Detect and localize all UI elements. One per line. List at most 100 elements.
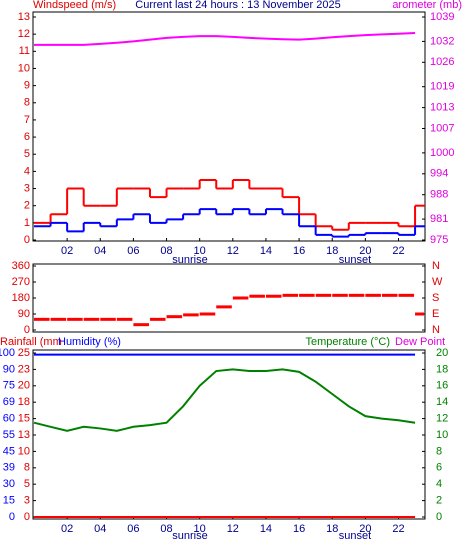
- y-tick-label: 12: [18, 28, 30, 40]
- direction-mark: [67, 317, 83, 321]
- y-tick-label: 1000: [430, 147, 454, 159]
- y-tick-label: 1019: [430, 81, 454, 93]
- humidity-axis-label: Humidity (%): [58, 336, 121, 348]
- x-tick-label: 04: [94, 523, 106, 535]
- y-tick-label: 5: [24, 478, 30, 490]
- y-tick-label: 1013: [430, 102, 454, 114]
- humidity-tick-label: 69: [3, 396, 15, 408]
- x-tick-label: 14: [260, 245, 272, 257]
- direction-mark: [332, 293, 348, 297]
- y-tick-label: 1026: [430, 56, 454, 68]
- y-tick-label: 988: [430, 189, 448, 201]
- y-tick-label: 4: [24, 165, 30, 177]
- direction-mark: [183, 313, 199, 317]
- y-tick-label: 6: [24, 131, 30, 143]
- sunset-label: sunset: [339, 530, 371, 542]
- y-tick-label: E: [432, 308, 439, 320]
- direction-mark: [83, 317, 100, 321]
- y-tick-label: 20: [18, 380, 30, 392]
- y-tick-label: 23: [18, 363, 30, 375]
- wind-axis-label: Windspeed (m/s): [33, 0, 116, 11]
- direction-mark: [381, 293, 398, 297]
- temperature-axis-label: Temperature (°C): [306, 336, 390, 348]
- x-tick-label: 12: [227, 523, 239, 535]
- y-tick-label: 90: [18, 308, 30, 320]
- sunset-label: sunset: [339, 254, 371, 266]
- direction-mark: [116, 317, 133, 321]
- direction-mark: [133, 323, 149, 327]
- y-tick-label: 10: [18, 62, 30, 74]
- y-tick-label: 8: [24, 462, 30, 474]
- y-tick-label: 8: [436, 445, 442, 457]
- y-tick-label: W: [432, 276, 443, 288]
- sunrise-label: sunrise: [172, 254, 207, 266]
- y-tick-label: 994: [430, 168, 448, 180]
- humidity-tick-label: 55: [3, 429, 15, 441]
- humidity-tick-label: 0: [9, 511, 15, 523]
- y-tick-label: 25: [18, 347, 30, 359]
- y-tick-label: 13: [18, 429, 30, 441]
- y-tick-label: 270: [12, 276, 30, 288]
- y-tick-label: N: [432, 324, 440, 336]
- x-tick-label: 22: [392, 523, 404, 535]
- y-tick-label: 11: [19, 45, 30, 57]
- y-tick-label: S: [432, 292, 439, 304]
- direction-mark: [415, 312, 424, 316]
- x-tick-label: 20: [359, 245, 371, 257]
- y-tick-label: 2: [24, 200, 30, 212]
- x-tick-label: 08: [160, 245, 172, 257]
- y-tick-label: 5: [24, 148, 30, 160]
- y-tick-label: 4: [436, 478, 442, 490]
- dewpoint-axis-label: Dew Point: [395, 336, 445, 348]
- y-tick-label: 1007: [430, 122, 454, 134]
- y-tick-label: 9: [24, 80, 30, 92]
- y-tick-label: 15: [18, 413, 30, 425]
- y-tick-label: 16: [436, 380, 448, 392]
- x-tick-label: 08: [160, 523, 172, 535]
- humidity-tick-label: 75: [3, 380, 15, 392]
- humidity-tick-label: 15: [3, 495, 15, 507]
- y-tick-label: 20: [436, 347, 448, 359]
- y-tick-label: 975: [430, 234, 448, 246]
- x-tick-label: 12: [227, 245, 239, 257]
- x-tick-label: 10: [194, 245, 206, 257]
- x-tick-label: 02: [61, 523, 73, 535]
- y-tick-label: 8: [24, 97, 30, 109]
- x-tick-label: 04: [94, 245, 106, 257]
- direction-mark: [100, 317, 116, 321]
- y-tick-label: 1039: [430, 11, 454, 23]
- rainfall-axis-label: Rainfall (mm: [0, 336, 62, 348]
- x-tick-label: 16: [293, 523, 305, 535]
- direction-mark: [265, 294, 282, 298]
- wind-frame: [32, 11, 426, 242]
- series-line: [34, 32, 416, 46]
- humidity-tick-label: 60: [3, 413, 15, 425]
- direction-mark: [315, 293, 332, 297]
- y-tick-label: 10: [436, 429, 448, 441]
- direction-mark: [232, 296, 249, 300]
- direction-mark: [34, 317, 50, 321]
- direction-mark: [249, 294, 265, 298]
- humidity-tick-label: 90: [3, 363, 15, 375]
- x-tick-label: 06: [127, 523, 139, 535]
- direction-mark: [50, 317, 67, 321]
- y-tick-label: N: [432, 260, 440, 272]
- direction-mark: [348, 293, 365, 297]
- x-tick-label: 10: [194, 523, 206, 535]
- barometer-axis-label: arometer (mb): [392, 0, 462, 11]
- humidity-tick-label: 39: [3, 462, 15, 474]
- y-tick-label: 12: [436, 413, 448, 425]
- y-tick-label: 0: [436, 511, 442, 523]
- y-tick-label: 6: [436, 462, 442, 474]
- y-tick-label: 14: [436, 396, 448, 408]
- direction-mark: [282, 293, 299, 297]
- x-tick-label: 02: [61, 245, 73, 257]
- x-tick-label: 22: [392, 245, 404, 257]
- y-tick-label: 0: [24, 511, 30, 523]
- direction-mark: [149, 317, 166, 321]
- y-tick-label: 7: [24, 114, 30, 126]
- y-tick-label: 3: [24, 182, 30, 194]
- y-tick-label: 18: [18, 396, 30, 408]
- humidity-tick-label: 30: [3, 478, 15, 490]
